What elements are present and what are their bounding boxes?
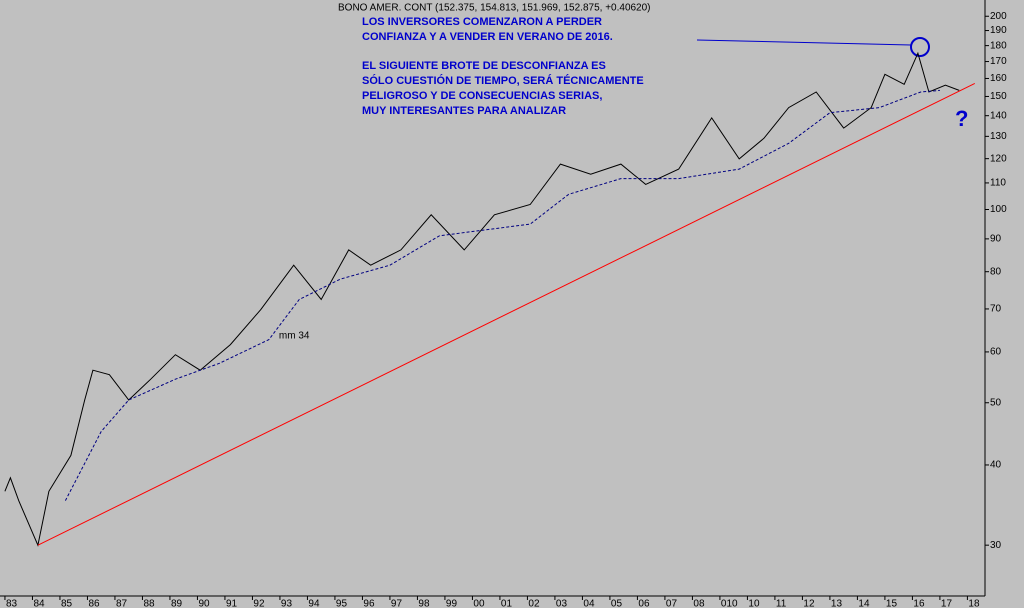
x-tick-label: 91	[226, 599, 238, 608]
y-tick-label: 190	[990, 25, 1007, 36]
x-tick-label: 16	[913, 599, 925, 608]
highlight-circle	[910, 37, 930, 57]
y-tick-label: 30	[990, 540, 1002, 551]
annotation: SÓLO CUESTIÓN DE TIEMPO, SERÁ TÉCNICAMEN…	[362, 74, 644, 87]
y-tick-label: 110	[990, 178, 1006, 189]
y-tick-label: 60	[990, 347, 1002, 358]
x-tick-label: 01	[501, 599, 513, 608]
x-tick-label: 96	[363, 599, 375, 608]
question-mark: ?	[955, 106, 968, 131]
series-line	[37, 82, 976, 546]
x-tick-label: 95	[336, 599, 348, 608]
x-tick-label: 13	[831, 599, 843, 608]
x-tick-label: 17	[941, 599, 953, 608]
annotation: EL SIGUIENTE BROTE DE DESCONFIANZA ES	[362, 60, 606, 72]
x-tick-label: 87	[116, 599, 128, 608]
y-tick-label: 200	[990, 11, 1007, 22]
x-tick-label: 93	[281, 599, 293, 608]
y-tick-label: 140	[990, 110, 1007, 121]
y-tick-label: 170	[990, 56, 1007, 67]
y-tick-label: 90	[990, 234, 1002, 245]
y-tick-label: 120	[990, 153, 1007, 164]
chart-title: BONO AMER. CONT (152.375, 154.813, 151.9…	[338, 3, 651, 14]
y-tick-label: 70	[990, 304, 1002, 315]
x-tick-label: 010	[721, 599, 738, 608]
annotation: MUY INTERESANTES PARA ANALIZAR	[362, 105, 566, 117]
x-tick-label: 02	[528, 599, 540, 608]
series-line	[64, 89, 940, 501]
x-tick-label: 03	[556, 599, 568, 608]
x-tick-label: 08	[693, 599, 705, 608]
y-tick-label: 80	[990, 266, 1002, 277]
x-tick-label: 92	[253, 599, 265, 608]
x-tick-label: 07	[666, 599, 678, 608]
x-tick-label: 97	[391, 599, 403, 608]
series-label: mm 34	[279, 330, 310, 341]
y-tick-label: 180	[990, 40, 1007, 51]
pointer-line	[696, 39, 912, 46]
x-tick-label: 83	[6, 599, 18, 608]
y-tick-label: 130	[990, 131, 1007, 142]
y-tick-label: 50	[990, 397, 1002, 408]
x-tick-label: 15	[886, 599, 898, 608]
x-tick-label: 89	[171, 599, 183, 608]
x-tick-label: 99	[446, 599, 458, 608]
x-tick-label: 88	[143, 599, 155, 608]
x-tick-label: 12	[803, 599, 815, 608]
y-tick-label: 150	[990, 91, 1007, 102]
y-tick-label: 40	[990, 460, 1002, 471]
x-tick-label: 14	[858, 599, 870, 608]
x-tick-label: 86	[88, 599, 100, 608]
annotation: PELIGROSO Y DE CONSECUENCIAS SERIAS,	[362, 90, 602, 102]
series-line	[4, 51, 960, 547]
x-tick-label: 00	[473, 599, 485, 608]
x-tick-label: 90	[198, 599, 210, 608]
x-tick-label: 05	[611, 599, 623, 608]
x-tick-label: 84	[33, 599, 45, 608]
x-tick-label: 11	[776, 599, 787, 608]
annotation: CONFIANZA Y A VENDER EN VERANO DE 2016.	[362, 31, 613, 43]
annotation: LOS INVERSORES COMENZARON A PERDER	[362, 16, 602, 28]
y-tick-label: 160	[990, 73, 1007, 84]
y-tick-label: 100	[990, 204, 1007, 215]
x-tick-label: 94	[308, 599, 320, 608]
x-tick-label: 98	[418, 599, 430, 608]
x-tick-label: 04	[583, 599, 595, 608]
x-tick-label: 10	[748, 599, 760, 608]
x-tick-label: 85	[61, 599, 73, 608]
x-tick-label: 06	[638, 599, 650, 608]
x-tick-label: 18	[968, 599, 980, 608]
